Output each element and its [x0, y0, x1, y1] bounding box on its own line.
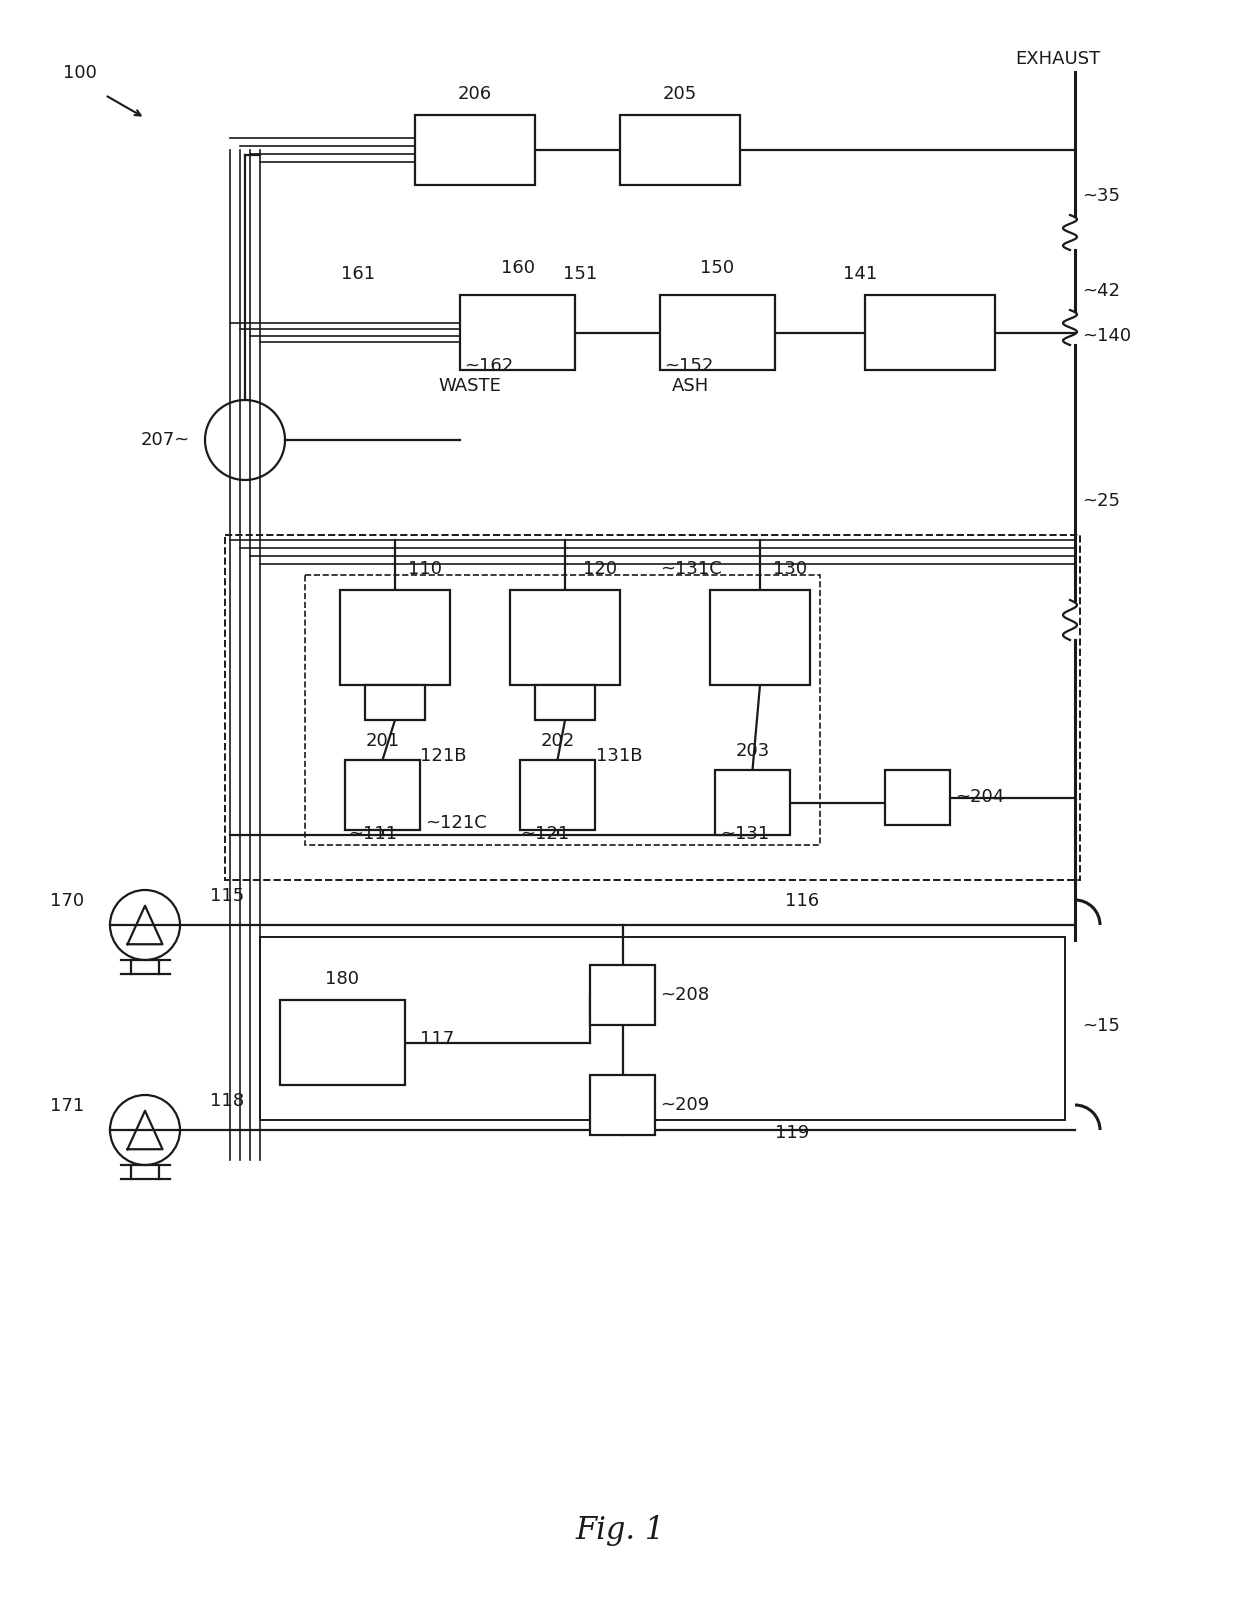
Text: 205: 205: [663, 86, 697, 103]
Text: ~25: ~25: [1083, 492, 1120, 510]
Bar: [460, 295, 575, 370]
Bar: [305, 575, 820, 846]
Text: 121B: 121B: [420, 747, 466, 765]
Text: 161: 161: [341, 265, 374, 282]
Text: ~208: ~208: [660, 986, 709, 1004]
Text: 110: 110: [408, 560, 441, 578]
Text: 201: 201: [366, 733, 401, 751]
Text: ~152: ~152: [663, 357, 713, 374]
Bar: [534, 684, 595, 720]
Text: 119: 119: [775, 1123, 810, 1143]
Text: 202: 202: [541, 733, 575, 751]
Text: ~162: ~162: [464, 357, 513, 374]
Bar: [711, 591, 810, 684]
Bar: [866, 295, 994, 370]
Text: ~15: ~15: [1083, 1017, 1120, 1035]
Text: 100: 100: [63, 65, 97, 82]
Text: 141: 141: [843, 265, 877, 282]
Bar: [620, 115, 740, 186]
Bar: [365, 684, 425, 720]
Text: 116: 116: [785, 893, 820, 910]
Text: ~140: ~140: [1083, 328, 1131, 345]
Text: 150: 150: [699, 258, 734, 278]
Bar: [715, 770, 790, 834]
Text: 207~: 207~: [141, 431, 190, 449]
Text: 203: 203: [735, 742, 770, 760]
Text: 160: 160: [501, 258, 534, 278]
Bar: [415, 115, 534, 186]
Bar: [340, 591, 450, 684]
Bar: [590, 965, 655, 1025]
Bar: [885, 770, 950, 825]
Text: Fig. 1: Fig. 1: [575, 1514, 665, 1546]
Text: 151: 151: [563, 265, 598, 282]
Text: WASTE: WASTE: [439, 378, 501, 395]
Text: ~42: ~42: [1083, 282, 1120, 300]
Text: ~204: ~204: [955, 789, 1004, 807]
Text: ~131: ~131: [720, 825, 769, 843]
Text: ~121: ~121: [520, 825, 569, 843]
Text: ~121C: ~121C: [425, 813, 487, 831]
Bar: [260, 938, 1065, 1120]
Bar: [590, 1075, 655, 1135]
Bar: [520, 760, 595, 830]
Text: 170: 170: [50, 893, 84, 910]
Bar: [345, 760, 420, 830]
Text: 171: 171: [50, 1098, 84, 1115]
Text: ASH: ASH: [671, 378, 708, 395]
Text: 131B: 131B: [596, 747, 642, 765]
Text: 117: 117: [420, 1030, 454, 1047]
Bar: [280, 1001, 405, 1085]
Text: 206: 206: [458, 86, 492, 103]
Text: ~209: ~209: [660, 1096, 709, 1114]
Text: 118: 118: [210, 1093, 244, 1110]
Bar: [224, 534, 1080, 880]
Text: ~131C: ~131C: [660, 560, 722, 578]
Text: 115: 115: [210, 888, 244, 905]
Text: ~35: ~35: [1083, 187, 1120, 205]
Bar: [660, 295, 775, 370]
Text: 130: 130: [773, 560, 807, 578]
Bar: [510, 591, 620, 684]
Text: ~111: ~111: [348, 825, 397, 843]
Text: 180: 180: [325, 970, 360, 988]
Text: EXHAUST: EXHAUST: [1016, 50, 1101, 68]
Text: 120: 120: [583, 560, 618, 578]
